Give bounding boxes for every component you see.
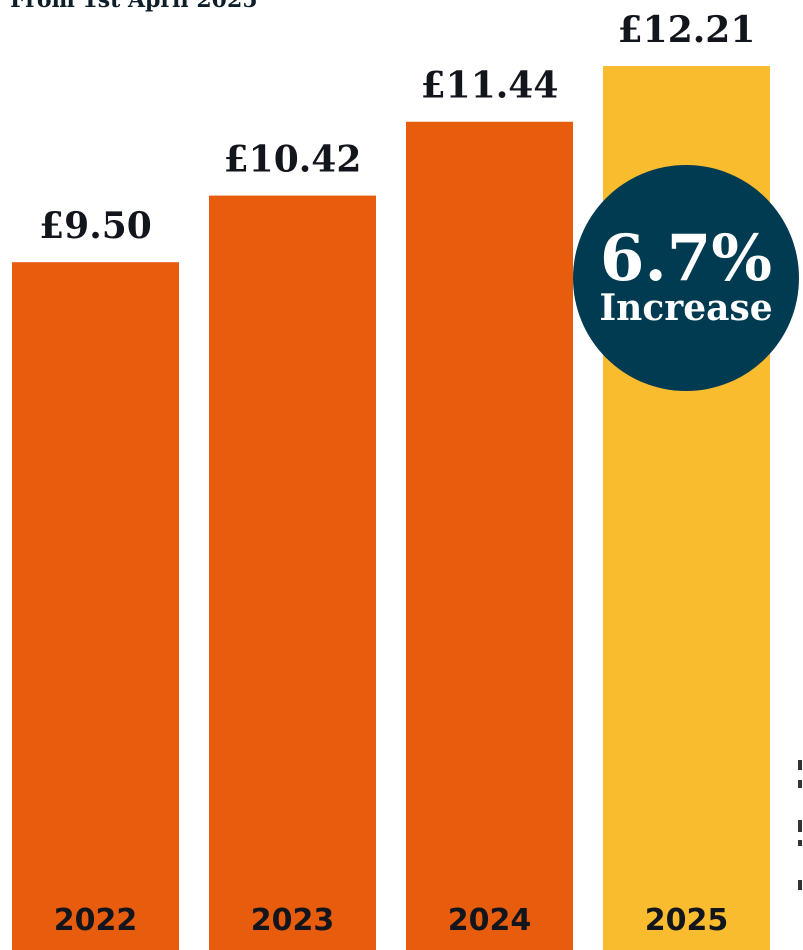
value-labels-layer: £9.50 £10.42 £11.44 £12.21 bbox=[39, 9, 755, 247]
year-label-2022: 2022 bbox=[54, 903, 138, 938]
badge-percent: 6.7% bbox=[600, 221, 772, 296]
year-label-2025: 2025 bbox=[645, 903, 729, 938]
year-label-2023: 2023 bbox=[251, 903, 335, 938]
badge-label: Increase bbox=[599, 287, 772, 329]
badge-circle bbox=[573, 165, 799, 391]
value-label-2025: £12.21 bbox=[618, 9, 756, 51]
increase-badge: 6.7% Increase bbox=[573, 165, 799, 391]
bar-2023 bbox=[209, 195, 376, 950]
value-label-2023: £10.42 bbox=[224, 139, 362, 181]
edge-marks bbox=[795, 760, 803, 900]
year-label-2024: 2024 bbox=[448, 903, 532, 938]
chart-subtitle: From 1st April 2025 bbox=[10, 0, 258, 13]
value-label-2024: £11.44 bbox=[421, 65, 559, 107]
year-labels-layer: 2022 2023 2024 2025 bbox=[54, 903, 729, 938]
bar-2022 bbox=[12, 262, 179, 950]
bar-2024 bbox=[406, 121, 573, 950]
value-label-2022: £9.50 bbox=[39, 205, 152, 247]
